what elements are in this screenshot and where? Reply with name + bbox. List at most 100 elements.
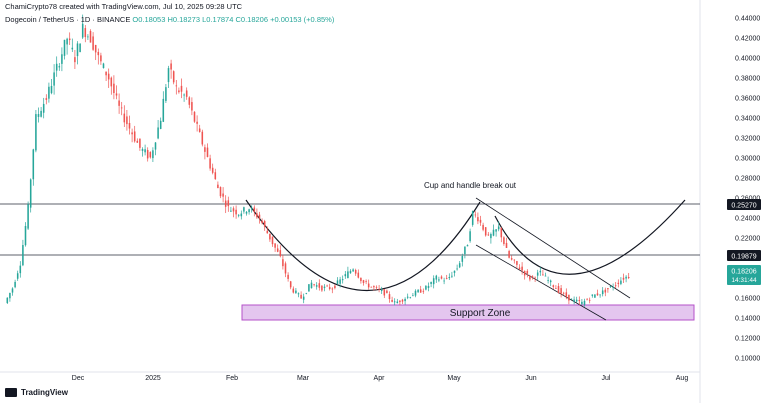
candle-body	[544, 275, 547, 277]
candle-body	[131, 132, 133, 135]
candle-body	[50, 85, 53, 94]
candle-body	[201, 131, 204, 145]
candle-body	[581, 301, 583, 305]
candle-body	[61, 54, 63, 64]
candle-body	[89, 30, 92, 43]
candle-body	[531, 275, 534, 277]
candle-body	[308, 284, 310, 292]
candle-body	[518, 267, 521, 270]
candle-body	[219, 187, 222, 197]
candle-body	[516, 261, 518, 265]
candle-body	[94, 44, 97, 53]
high-value: H0.18273	[167, 15, 200, 24]
candle-body	[29, 179, 32, 208]
candle-body	[71, 47, 74, 50]
candle-body	[211, 167, 214, 173]
candle-body	[471, 211, 474, 225]
candle-body	[154, 142, 157, 150]
x-tick-label: Jun	[525, 375, 536, 382]
candle-body	[191, 102, 193, 111]
x-tick-label: Aug	[676, 375, 689, 382]
candle-body	[110, 77, 113, 87]
y-tick-label: 0.10000	[735, 356, 760, 363]
last-price-badge	[727, 265, 761, 285]
candle-body	[87, 36, 89, 38]
candle-body	[55, 63, 58, 71]
candle-body	[555, 288, 557, 289]
candle-body	[188, 97, 191, 105]
candle-body	[557, 286, 560, 293]
candle-body	[430, 281, 432, 284]
y-tick-label: 0.30000	[735, 156, 760, 163]
candle-body	[172, 71, 175, 83]
candle-body	[295, 290, 297, 293]
candle-body	[224, 200, 227, 207]
x-tick-label: Mar	[297, 375, 310, 382]
y-tick-label: 0.12000	[735, 336, 760, 343]
candle-body	[448, 276, 451, 279]
candle-body	[198, 128, 201, 132]
candle-body	[92, 36, 94, 50]
candle-body	[27, 204, 29, 229]
y-tick-label: 0.14000	[735, 316, 760, 323]
candle-body	[144, 149, 146, 153]
candle-body	[63, 39, 66, 56]
candle-body	[230, 210, 232, 212]
candle-body	[287, 274, 289, 279]
candle-body	[357, 272, 360, 278]
candle-body	[209, 158, 211, 169]
candle-body	[612, 287, 614, 289]
candle-body	[136, 140, 139, 143]
candle-body	[79, 43, 81, 53]
y-tick-label: 0.42000	[735, 36, 760, 43]
candle-body	[105, 71, 107, 76]
candle-body	[349, 270, 352, 274]
candle-body	[32, 149, 35, 180]
candle-body	[237, 214, 240, 216]
candle-body	[274, 243, 276, 248]
candle-body	[276, 248, 279, 252]
tradingview-brand: TradingView	[21, 388, 68, 397]
candle-body	[100, 55, 102, 62]
candle-body	[24, 225, 27, 246]
candle-body	[596, 293, 599, 296]
candle-body	[451, 275, 453, 277]
level-badge	[727, 250, 761, 261]
candle-body	[412, 295, 414, 297]
candle-body	[162, 98, 165, 122]
candle-body	[185, 90, 188, 97]
candle-body	[107, 73, 110, 80]
candle-body	[146, 149, 149, 159]
candle-body	[552, 285, 555, 287]
candle-body	[9, 292, 11, 299]
candle-body	[157, 127, 159, 139]
candle-body	[583, 300, 586, 305]
x-tick-label: May	[447, 375, 461, 382]
trend-line-lower	[475, 244, 607, 321]
candle-body	[266, 230, 269, 234]
candle-body	[453, 270, 456, 273]
candle-body	[74, 57, 76, 63]
x-tick-label: Dec	[72, 375, 85, 382]
candle-body	[183, 94, 185, 96]
handle-curve	[494, 199, 686, 275]
x-tick-label: Apr	[374, 375, 386, 382]
candle-body	[404, 298, 406, 302]
candle-body	[521, 266, 523, 271]
candle-body	[354, 270, 357, 274]
last-price-label: 0.18206	[731, 269, 756, 276]
candle-body	[102, 63, 105, 69]
change-value: +0.00153 (+0.85%)	[270, 15, 335, 24]
candle-body	[607, 288, 609, 290]
candle-body	[542, 274, 544, 276]
candle-body	[302, 296, 305, 300]
y-tick-label: 0.28000	[735, 176, 760, 183]
candle-body	[588, 299, 591, 301]
candle-body	[466, 245, 469, 247]
last-price-countdown: 14:31:44	[731, 277, 757, 284]
candle-body	[269, 233, 271, 240]
y-tick-label: 0.16000	[735, 296, 760, 303]
candle-body	[282, 259, 284, 267]
x-tick-label: Jul	[602, 375, 611, 382]
candle-body	[84, 28, 87, 38]
